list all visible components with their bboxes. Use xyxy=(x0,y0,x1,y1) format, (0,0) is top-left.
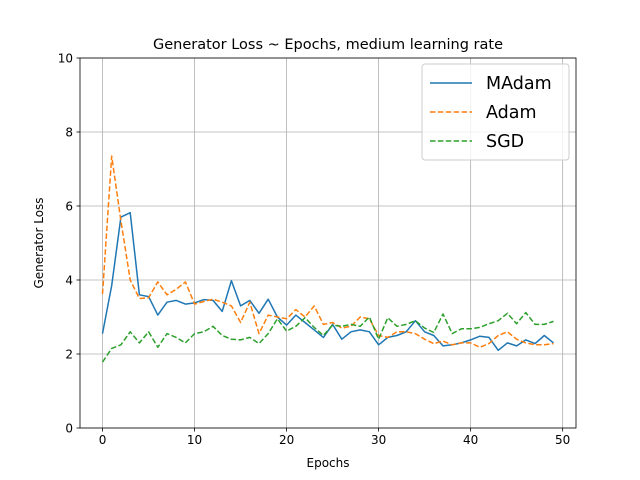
legend: MAdam Adam SGD xyxy=(421,63,570,161)
y-tick-label: 2 xyxy=(65,348,73,362)
y-tick-label: 0 xyxy=(65,422,73,436)
y-tick-label: 8 xyxy=(65,126,73,140)
y-tick-label: 4 xyxy=(65,274,73,288)
x-tick-label: 50 xyxy=(555,433,570,447)
legend-label-sgd: SGD xyxy=(486,132,524,152)
x-tick-label: 20 xyxy=(279,433,294,447)
series-line-sgd xyxy=(101,311,554,363)
x-tick-label: 40 xyxy=(463,433,478,447)
plot-frame xyxy=(79,57,577,429)
series-lines xyxy=(101,155,554,363)
y-tick-label: 6 xyxy=(65,200,73,214)
x-tick-label: 30 xyxy=(371,433,386,447)
series-line-madam xyxy=(101,211,554,352)
x-tick-label: 0 xyxy=(99,433,107,447)
y-tick-label: 10 xyxy=(58,52,73,66)
x-tick-label: 10 xyxy=(187,433,202,447)
axis-ticks: 0 10 20 30 40 50 0 2 4 6 8 10 xyxy=(58,52,571,448)
x-axis-title: Epochs xyxy=(307,456,350,470)
legend-label-madam: MAdam xyxy=(486,74,552,94)
legend-box xyxy=(421,63,570,161)
y-axis-title: Generator Loss xyxy=(32,197,46,288)
series-line-adam xyxy=(101,155,554,349)
legend-label-adam: Adam xyxy=(486,103,537,123)
chart-title: Generator Loss ~ Epochs, medium learning… xyxy=(153,37,503,53)
